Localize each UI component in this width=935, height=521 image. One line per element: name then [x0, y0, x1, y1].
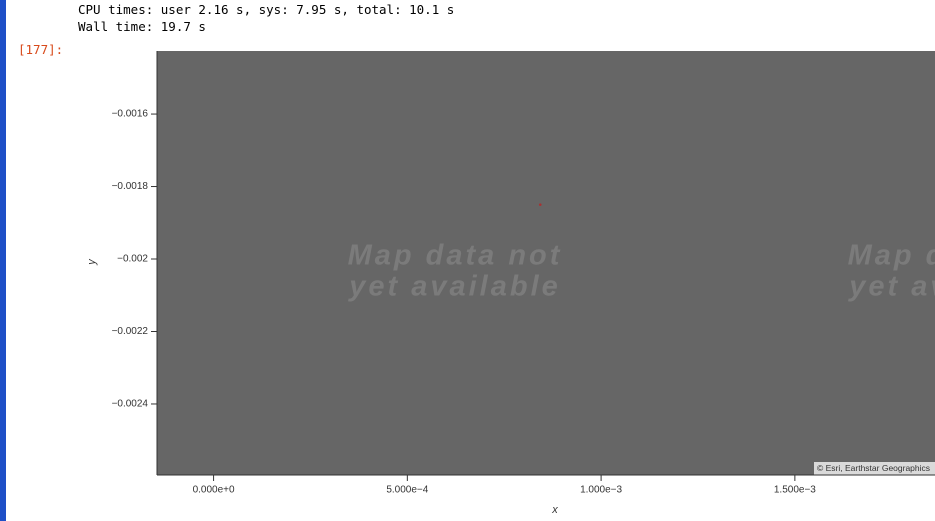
cell-selection-bar	[0, 0, 6, 521]
cell-prompt: [177]:	[18, 42, 64, 57]
y-tick-label: −0.0024	[112, 399, 149, 410]
attribution-box	[814, 462, 935, 475]
y-tick-label: −0.002	[117, 254, 148, 265]
attribution: © Esri, Earthstar Geographics	[817, 463, 930, 473]
y-axis-label: y	[86, 258, 98, 266]
x-axis-label: x	[551, 504, 558, 516]
tile-text: yet available	[847, 271, 935, 303]
x-tick-label: 1.500e−3	[774, 485, 816, 496]
y-tick-label: −0.0016	[112, 109, 149, 120]
x-tick-label: 5.000e−4	[386, 485, 428, 496]
x-tick-label: 0.000e+0	[193, 485, 235, 496]
point	[538, 203, 542, 206]
tile-text: Map data not	[348, 240, 563, 272]
y-tick-label: −0.0022	[112, 326, 149, 337]
tile-text: yet available	[347, 271, 561, 303]
map-tiles	[157, 51, 935, 475]
output-line: Wall time: 19.7 s	[78, 19, 206, 34]
y-tick-label: −0.0018	[112, 181, 149, 192]
tile-text: Map data not	[848, 240, 935, 272]
x-tick-label: 1.000e−3	[580, 485, 622, 496]
output-line: CPU times: user 2.16 s, sys: 7.95 s, tot…	[78, 2, 455, 17]
